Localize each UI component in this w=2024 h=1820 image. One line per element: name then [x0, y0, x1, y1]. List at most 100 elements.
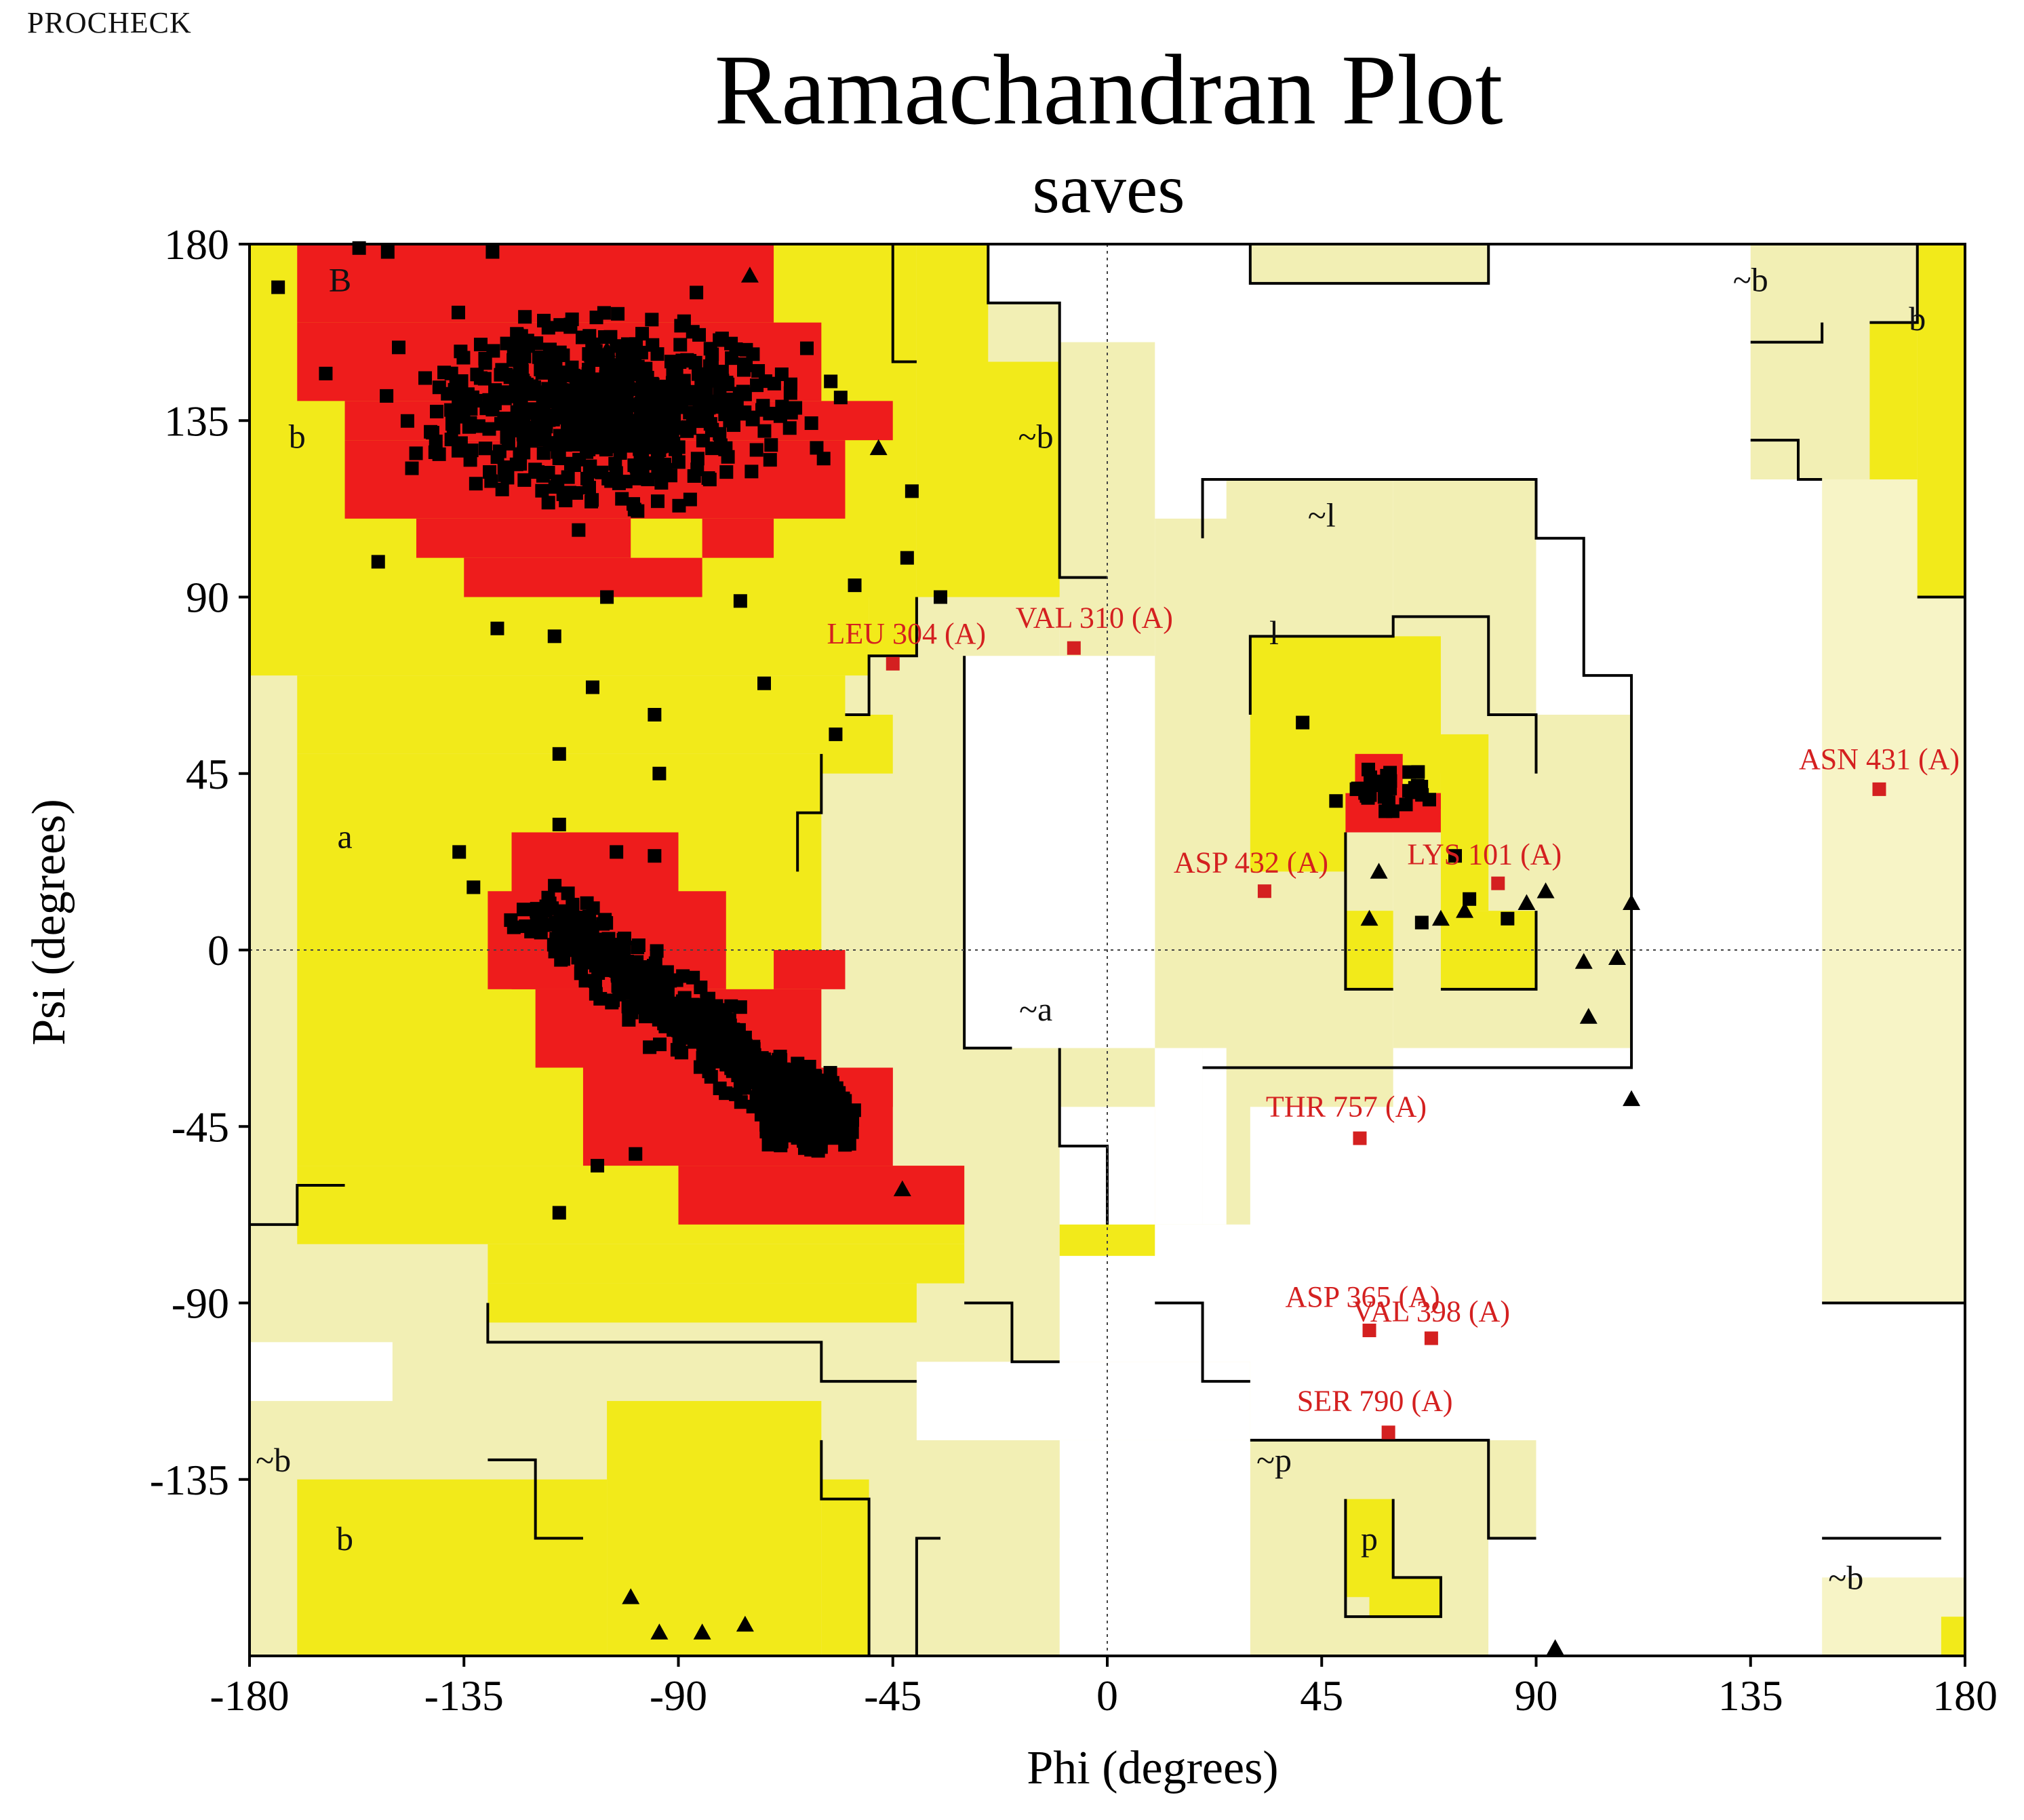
residue-point	[737, 363, 751, 377]
residue-point	[582, 329, 597, 343]
residue-point	[805, 1132, 819, 1147]
residue-point	[482, 422, 496, 436]
residue-point	[600, 590, 614, 604]
residue-point	[456, 410, 471, 424]
residue-point	[652, 766, 667, 780]
residue-point	[658, 1019, 673, 1033]
outlier-label: THR 757 (A)	[1266, 1090, 1427, 1124]
residue-point	[541, 496, 555, 510]
allowed-region	[1440, 734, 1489, 911]
residue-point	[641, 967, 656, 981]
residue-point	[828, 1131, 842, 1145]
residue-point	[572, 402, 586, 416]
allowed-region	[916, 244, 989, 362]
region-boundary	[1058, 1048, 1109, 1225]
residue-point	[532, 416, 547, 430]
residue-point	[611, 306, 625, 321]
region-label: l	[1269, 614, 1279, 652]
residue-point	[400, 414, 414, 428]
residue-point	[452, 845, 467, 859]
residue-point	[703, 1006, 717, 1021]
allowed-region	[297, 1479, 608, 1656]
residue-point	[494, 417, 508, 431]
residue-point	[606, 993, 620, 1008]
allowed-region	[488, 1283, 917, 1323]
residue-point	[454, 344, 468, 359]
residue-point	[1501, 911, 1515, 926]
most-favoured-region	[678, 1166, 965, 1225]
residue-point	[804, 1143, 818, 1157]
residue-point	[674, 319, 688, 333]
disallowed-region	[1107, 656, 1155, 1048]
residue-point	[635, 368, 650, 382]
residue-point	[564, 429, 578, 443]
most-favoured-region	[774, 950, 846, 989]
residue-point	[666, 367, 680, 381]
residue-point	[804, 416, 818, 431]
y-tick-label: 135	[164, 397, 229, 445]
residue-point	[749, 443, 763, 457]
residue-point	[635, 327, 650, 341]
residue-point	[616, 932, 631, 947]
residue-point	[690, 285, 704, 300]
allowed-region	[607, 1401, 822, 1656]
x-tick-label: 180	[1932, 1671, 1998, 1720]
residue-point	[628, 357, 642, 372]
region-boundary	[1344, 1499, 1442, 1619]
residue-point	[757, 676, 771, 690]
disallowed-region	[1107, 244, 1250, 303]
residue-point	[620, 337, 635, 351]
residue-point	[733, 594, 747, 608]
outlier-label: ASN 431 (A)	[1799, 743, 1960, 776]
y-tick-label: 0	[207, 926, 229, 974]
residue-point	[553, 372, 567, 387]
residue-point	[596, 917, 610, 931]
residue-point	[724, 999, 738, 1013]
residue-point	[578, 974, 593, 988]
residue-point	[465, 390, 479, 404]
residue-point	[667, 412, 681, 426]
allowed-region	[297, 675, 846, 754]
residue-point	[900, 551, 914, 565]
residue-point	[564, 912, 578, 926]
residue-point	[477, 372, 492, 386]
x-tick-label: -180	[210, 1671, 289, 1720]
residue-point	[418, 371, 433, 385]
residue-point	[627, 497, 641, 511]
residue-point	[1422, 793, 1436, 807]
glycine-point	[1623, 894, 1641, 910]
residue-point	[690, 452, 705, 466]
residue-point	[541, 321, 555, 335]
outlier-point	[1872, 782, 1886, 796]
residue-point	[725, 351, 739, 365]
residue-point	[516, 903, 530, 917]
residue-point	[572, 523, 586, 537]
residue-point	[615, 351, 629, 365]
residue-point	[485, 245, 500, 259]
glycine-point	[1431, 909, 1450, 926]
region-boundary	[1248, 615, 1538, 774]
region-boundary	[820, 1440, 871, 1656]
x-tick-label: -90	[650, 1671, 707, 1720]
residue-point	[721, 1057, 735, 1071]
residue-point	[548, 879, 562, 893]
residue-point	[544, 355, 559, 369]
residue-point	[473, 338, 488, 352]
region-boundary	[1750, 322, 1824, 344]
residue-point	[484, 474, 498, 488]
residue-point	[517, 473, 532, 487]
disallowed-region	[1155, 1048, 1203, 1225]
region-label: p	[1361, 1520, 1378, 1558]
residue-point	[449, 376, 463, 390]
residue-point	[1296, 715, 1310, 730]
residue-point	[763, 406, 777, 420]
residue-point	[648, 708, 662, 721]
residue-point	[680, 424, 694, 438]
residue-point	[823, 1066, 837, 1080]
residue-point	[638, 1010, 652, 1024]
y-tick-label: -45	[172, 1103, 229, 1151]
residue-point	[745, 464, 759, 479]
residue-point	[488, 383, 502, 397]
residue-point	[709, 1046, 723, 1060]
residue-point	[700, 993, 714, 1008]
